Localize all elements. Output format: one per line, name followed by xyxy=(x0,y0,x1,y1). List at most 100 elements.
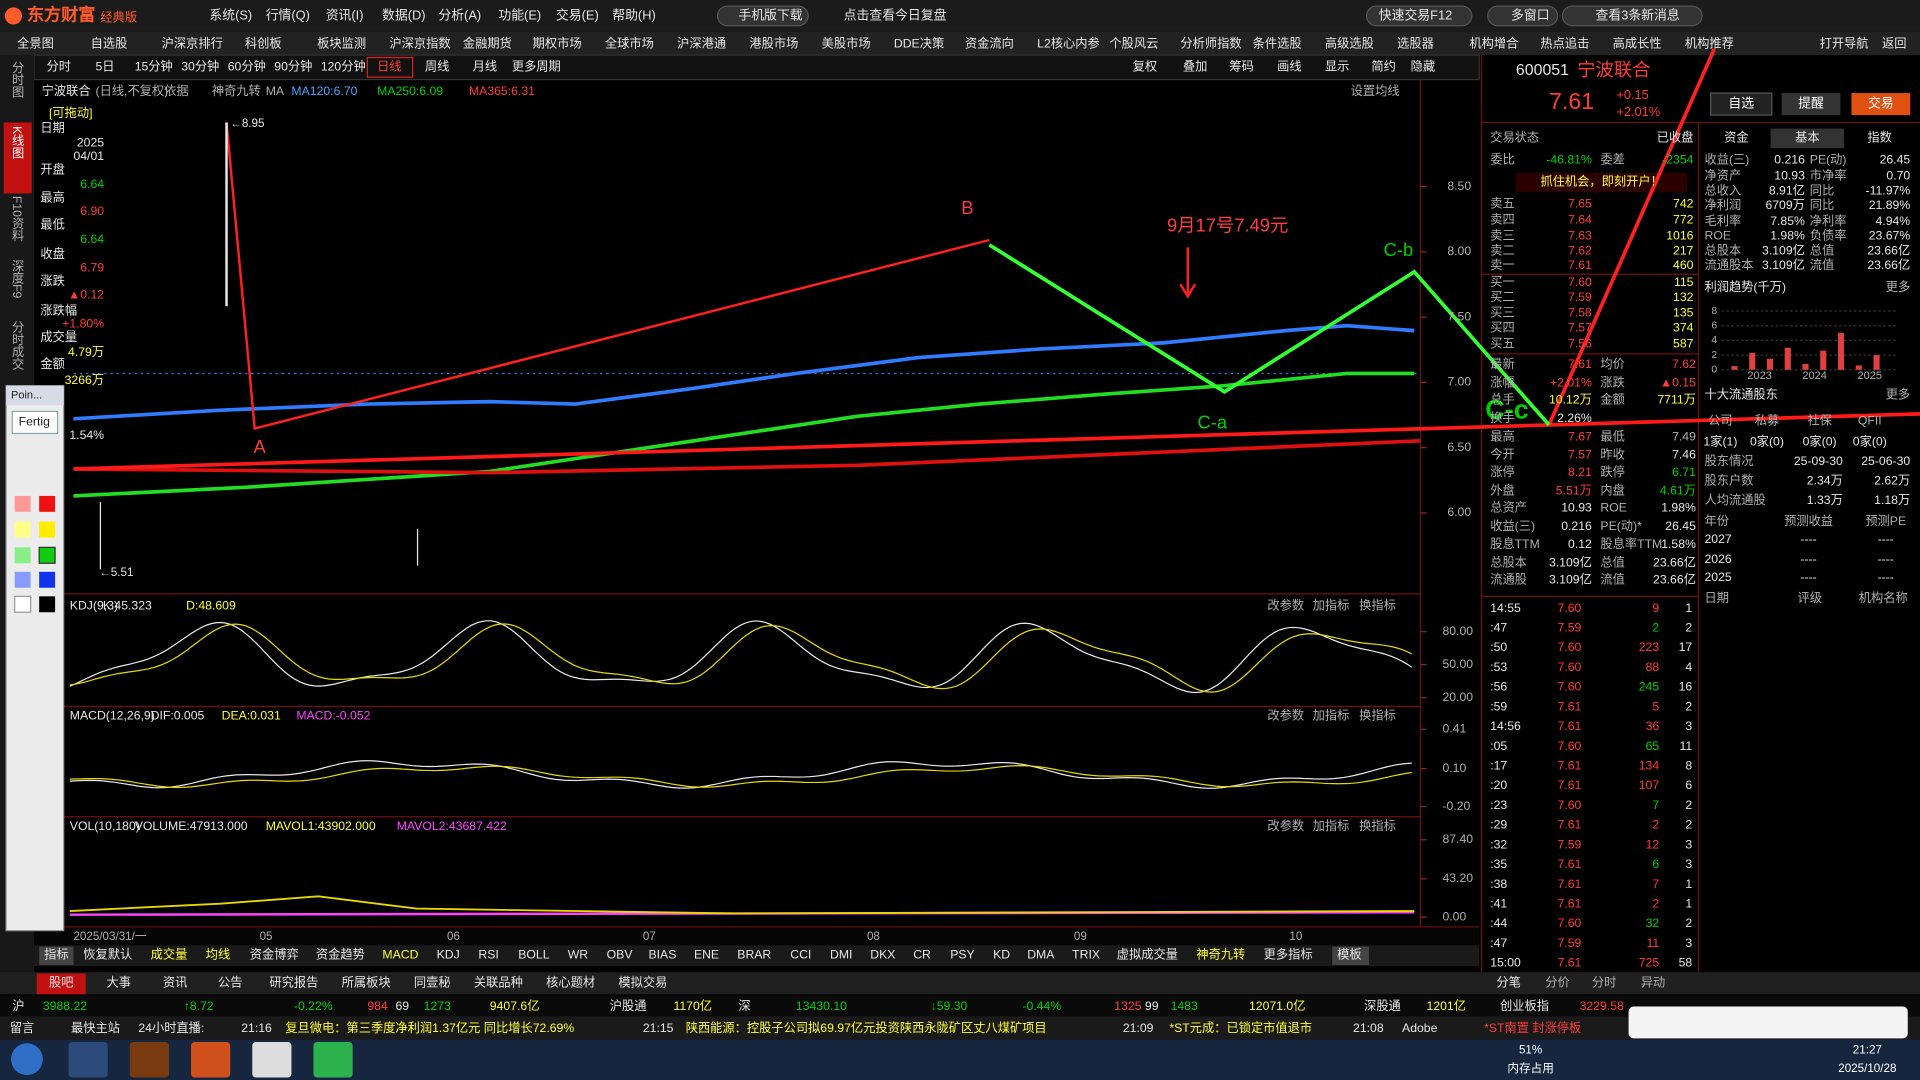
title-button[interactable]: 快速交易F12 xyxy=(1379,7,1453,22)
period-button[interactable]: 日线 xyxy=(377,60,401,74)
menu-item[interactable]: 交易(E) xyxy=(556,7,599,22)
panel-button[interactable]: Fertig xyxy=(19,415,50,429)
indicator-tab[interactable]: KDJ xyxy=(437,947,460,961)
tool-button[interactable]: 画线 xyxy=(1277,60,1301,74)
bottom-tab[interactable]: 所属板块 xyxy=(342,975,391,989)
bottom-tab[interactable]: 股吧 xyxy=(49,975,73,989)
side-tab[interactable]: 分时成交 xyxy=(10,321,24,371)
nav-item[interactable]: 自选股 xyxy=(91,36,128,50)
pane-button[interactable]: 加指标 xyxy=(1313,597,1350,612)
indicator-tab[interactable]: PSY xyxy=(950,947,974,961)
indicator-tab[interactable]: CCI xyxy=(790,947,811,961)
indicator-tab[interactable]: DMA xyxy=(1027,947,1055,961)
indicator-tab[interactable]: 均线 xyxy=(206,947,230,961)
title-button[interactable]: 手机版下载 xyxy=(738,7,802,22)
quote-button[interactable]: 提醒 xyxy=(1798,95,1824,110)
indicator-tab[interactable]: WR xyxy=(568,947,589,961)
tool-button[interactable]: 复权 xyxy=(1133,60,1157,74)
color-swatch[interactable] xyxy=(38,546,56,564)
nav-item[interactable]: 条件选股 xyxy=(1253,36,1302,50)
period-button[interactable]: 更多周期 xyxy=(512,60,561,74)
start-button[interactable] xyxy=(11,1043,43,1076)
side-tab[interactable]: 分时图 xyxy=(10,61,24,98)
menu-item[interactable]: 分析(A) xyxy=(438,7,481,22)
nav-item[interactable]: 全景图 xyxy=(17,35,54,50)
nav-item[interactable]: 高级选股 xyxy=(1325,35,1374,50)
nav-item[interactable]: 机构推荐 xyxy=(1685,35,1734,50)
fertig-button[interactable] xyxy=(11,410,59,435)
nav-item[interactable]: 资金流向 xyxy=(965,35,1014,50)
tool-button[interactable]: 隐藏 xyxy=(1411,60,1435,74)
indicator-tab[interactable]: KD xyxy=(993,947,1010,961)
color-swatch[interactable] xyxy=(14,495,31,512)
nav-item[interactable]: 热点追击 xyxy=(1540,35,1589,50)
indicator-tab[interactable]: ENE xyxy=(694,947,719,961)
nav-item[interactable]: L2核心内参 xyxy=(1037,35,1100,50)
trade-tab[interactable]: 分价 xyxy=(1545,975,1569,989)
nav-item[interactable]: 沪深京排行 xyxy=(162,36,223,50)
pane-button[interactable]: 加指标 xyxy=(1313,818,1350,833)
nav-item[interactable]: 个股风云 xyxy=(1109,36,1158,50)
menu-item[interactable]: 功能(E) xyxy=(498,7,541,22)
title-button[interactable]: 查看3条新消息 xyxy=(1596,7,1680,22)
indicator-tab[interactable]: 成交量 xyxy=(151,946,188,961)
menu-item[interactable]: 系统(S) xyxy=(209,7,252,22)
pane-button[interactable]: 改参数 xyxy=(1267,818,1304,833)
color-swatch[interactable] xyxy=(39,571,56,588)
app-icon[interactable] xyxy=(252,1042,292,1078)
pane-button[interactable]: 换指标 xyxy=(1359,818,1396,833)
indicator-tab[interactable]: BRAR xyxy=(737,947,771,961)
nav-item[interactable]: 全球市场 xyxy=(605,35,654,50)
menu-item[interactable]: 行情(Q) xyxy=(266,7,310,22)
trade-tab[interactable]: 异动 xyxy=(1641,975,1665,989)
menu-item[interactable]: 数据(D) xyxy=(382,7,426,22)
fund-tab[interactable]: 指数 xyxy=(1867,130,1891,145)
nav-item[interactable]: 美股市场 xyxy=(822,35,871,50)
bottom-tab[interactable]: 同壹秘 xyxy=(414,975,451,989)
indicator-tab[interactable]: 指标 xyxy=(44,946,68,961)
nav-item[interactable]: 金融期货 xyxy=(463,35,512,50)
indicator-tab[interactable]: 资金趋势 xyxy=(316,946,365,961)
nav-item[interactable]: 分析师指数 xyxy=(1180,35,1241,50)
bottom-tab[interactable]: 大事 xyxy=(107,975,131,989)
nav-item[interactable]: DDE决策 xyxy=(894,35,944,50)
app-icon[interactable] xyxy=(129,1042,169,1078)
indicator-tab[interactable]: 更多指标 xyxy=(1264,946,1313,961)
bottom-tab[interactable]: 研究报告 xyxy=(269,974,318,989)
nav-item[interactable]: 机构增合 xyxy=(1469,35,1518,50)
period-button[interactable]: 5日 xyxy=(96,60,115,74)
indicator-tab[interactable]: 恢复默认 xyxy=(83,946,132,961)
indicator-tab[interactable]: 虚拟成交量 xyxy=(1117,946,1178,961)
menu-item[interactable]: 帮助(H) xyxy=(612,7,656,22)
bottom-tab[interactable]: 核心题材 xyxy=(546,975,595,989)
indicator-tab[interactable]: RSI xyxy=(478,947,498,961)
color-swatch[interactable] xyxy=(14,521,31,538)
more-link[interactable]: 更多 xyxy=(1886,280,1910,294)
indicator-tab[interactable]: MACD xyxy=(382,947,418,961)
period-button[interactable]: 90分钟 xyxy=(274,59,312,74)
color-swatch[interactable] xyxy=(14,571,31,588)
quote-button[interactable]: 自选 xyxy=(1728,95,1754,110)
period-button[interactable]: 周线 xyxy=(425,60,449,74)
nav-item[interactable]: 选股器 xyxy=(1397,36,1434,50)
nav-item[interactable]: 沪深京指数 xyxy=(389,35,450,50)
period-button[interactable]: 分时 xyxy=(47,60,71,74)
nav-item[interactable]: 高成长性 xyxy=(1613,35,1662,50)
promo-link[interactable]: 抓住机会，即刻开户！ xyxy=(1540,174,1662,189)
period-button[interactable]: 60分钟 xyxy=(228,59,266,74)
period-button[interactable]: 120分钟 xyxy=(321,59,366,74)
title-button[interactable]: 多窗口 xyxy=(1511,7,1550,22)
indicator-tab[interactable]: CR xyxy=(913,947,931,961)
color-swatch[interactable] xyxy=(14,547,31,564)
pane-button[interactable]: 改参数 xyxy=(1267,597,1304,612)
color-swatch[interactable] xyxy=(39,596,56,613)
bottom-tab[interactable]: 公告 xyxy=(218,975,242,989)
nav-item[interactable]: 期权市场 xyxy=(533,35,582,50)
tool-button[interactable]: 简约 xyxy=(1371,59,1395,74)
app-icon[interactable] xyxy=(313,1042,353,1078)
title-button[interactable]: 点击查看今日复盘 xyxy=(844,7,947,22)
indicator-tab[interactable]: 模板 xyxy=(1337,947,1361,961)
nav-item[interactable]: 返回 xyxy=(1882,36,1906,50)
pane-button[interactable]: 换指标 xyxy=(1359,597,1396,612)
period-button[interactable]: 30分钟 xyxy=(181,59,219,74)
